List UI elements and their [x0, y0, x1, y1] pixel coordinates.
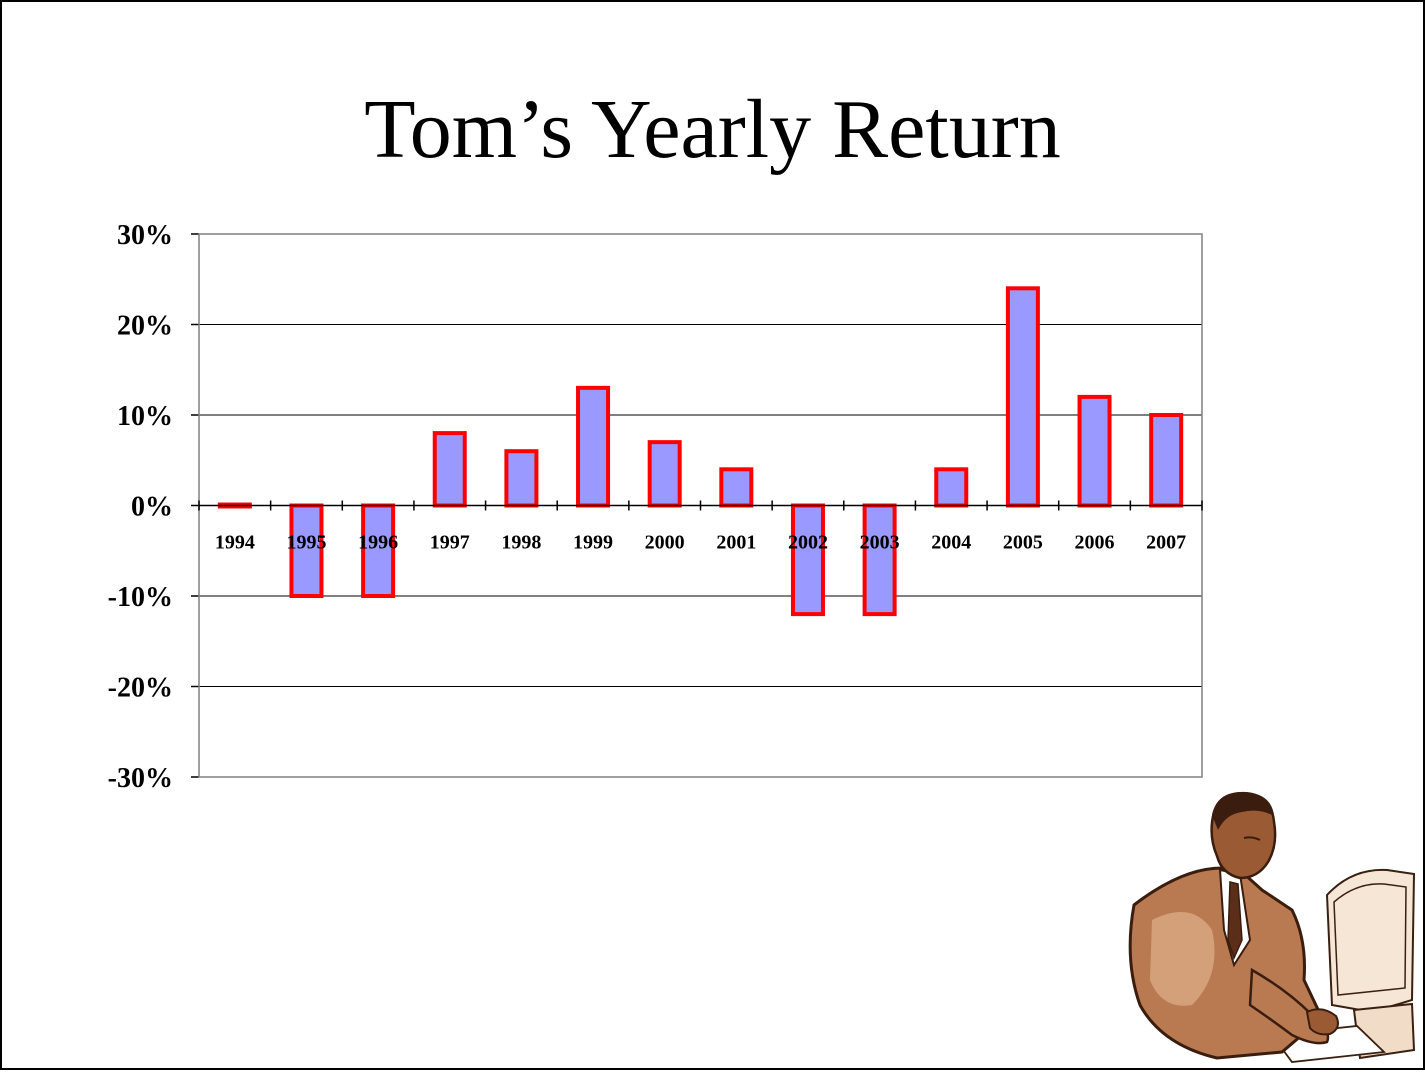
- bar-2000: [647, 440, 682, 508]
- businessman-at-computer-icon: [1128, 791, 1416, 1063]
- x-tick-label: 2000: [645, 532, 685, 554]
- x-tick-label: 2004: [931, 532, 971, 554]
- bar-1997: [432, 431, 467, 508]
- x-tick-label: 2007: [1146, 532, 1186, 554]
- bar-2006: [1077, 394, 1112, 508]
- bar-2003: [862, 503, 897, 617]
- bar-2002: [790, 503, 825, 617]
- bar-2004: [934, 467, 969, 508]
- x-tick-label: 1998: [501, 532, 541, 554]
- bars: [217, 286, 1184, 617]
- x-tick-label: 1996: [358, 532, 398, 554]
- x-tick-label: 1997: [430, 532, 470, 554]
- bar-1999: [576, 385, 611, 508]
- x-tick-label: 2005: [1003, 532, 1043, 554]
- y-tick-label: 30%: [117, 220, 173, 251]
- x-tick-label: 2001: [716, 532, 756, 554]
- bar-2001: [719, 467, 754, 508]
- bar-1998: [504, 449, 539, 508]
- bar-1996: [361, 503, 396, 598]
- x-tick-label: 2006: [1075, 532, 1115, 554]
- y-tick-label: 10%: [117, 401, 173, 432]
- slide-title: Tom’s Yearly Return: [364, 83, 1061, 176]
- x-tick-label: 2002: [788, 532, 828, 554]
- x-axis-tick-marks: [198, 500, 1203, 511]
- y-tick-label: 0%: [131, 492, 173, 523]
- y-tick-label: -30%: [108, 763, 173, 794]
- y-tick-label: -20%: [108, 673, 173, 704]
- y-axis-ticks: 30% 20% 10% 0% -10% -20% -30%: [108, 220, 173, 794]
- y-tick-label: 20%: [117, 311, 173, 342]
- x-tick-label: 1995: [286, 532, 326, 554]
- bar-2005: [1005, 286, 1040, 508]
- x-axis-ticks: 1994 1995 1996 1997 1998 1999 2000 2001 2002 2003…: [215, 532, 1186, 554]
- x-tick-label: 1994: [215, 532, 255, 554]
- y-tick-label: -10%: [108, 582, 173, 613]
- bar-2007: [1149, 413, 1184, 508]
- x-tick-label: 2003: [860, 532, 900, 554]
- x-tick-label: 1999: [573, 532, 613, 554]
